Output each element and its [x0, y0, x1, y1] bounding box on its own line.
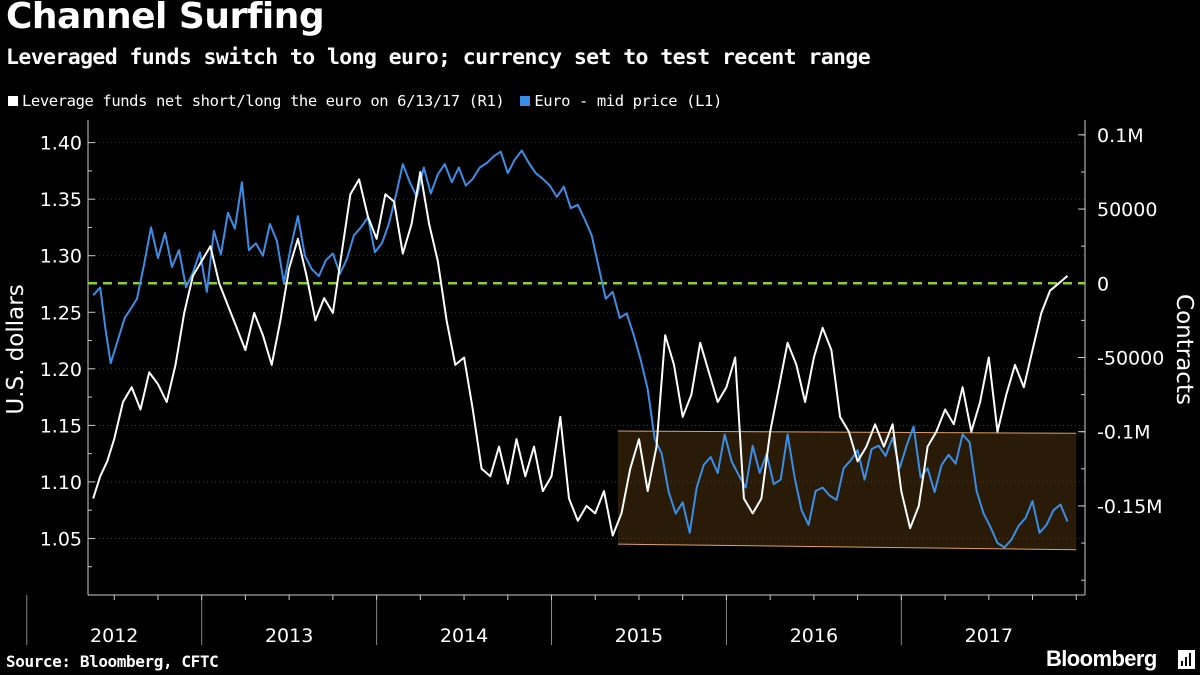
legend-swatch-euro	[520, 96, 531, 106]
right-tick-label: -0.15M	[1097, 496, 1163, 518]
leveraged-funds-line	[92, 171, 1069, 537]
x-tick-label: 2016	[790, 625, 838, 647]
left-tick-label: 1.40	[40, 133, 82, 155]
chart-title: Channel Surfing	[6, 0, 325, 37]
right-tick-label: 0.1M	[1097, 125, 1144, 147]
right-tick-label: -0.1M	[1097, 422, 1150, 444]
x-tick-label: 2012	[90, 625, 138, 647]
x-tick-label: 2015	[615, 625, 663, 647]
legend-label-funds: Leverage funds net short/long the euro o…	[22, 92, 505, 110]
range-channel	[617, 431, 1077, 550]
channel-bottom-edge	[617, 543, 1077, 551]
left-axis-title: U.S. dollars	[3, 284, 29, 414]
left-tick-label: 1.30	[40, 246, 82, 268]
x-tick-label: 2014	[440, 625, 488, 647]
brand-logo-text: Bloomberg	[1046, 646, 1157, 671]
x-tick-label: 2013	[265, 625, 313, 647]
channel-top-edge	[617, 430, 1077, 434]
legend-label-euro: Euro - mid price (L1)	[534, 92, 722, 110]
right-axis-title: Contracts	[1171, 294, 1197, 405]
right-tick-label: -50000	[1097, 348, 1164, 370]
right-tick-label: 50000	[1097, 199, 1157, 221]
x-tick-label: 2017	[965, 625, 1013, 647]
legend-item-funds: Leverage funds net short/long the euro o…	[8, 92, 505, 110]
legend-item-euro: Euro - mid price (L1)	[520, 92, 722, 110]
source-note: Source: Bloomberg, CFTC	[6, 652, 219, 671]
right-tick-label: 0	[1097, 273, 1109, 295]
euro-price-line	[92, 149, 1069, 549]
left-tick-label: 1.10	[40, 472, 82, 494]
chart-subtitle: Leveraged funds switch to long euro; cur…	[6, 45, 871, 70]
bloomberg-bars-icon	[1178, 650, 1195, 669]
left-tick-label: 1.15	[40, 415, 82, 437]
legend-swatch-funds	[8, 96, 18, 106]
left-tick-label: 1.20	[40, 359, 82, 381]
legend: Leverage funds net short/long the euro o…	[8, 92, 738, 110]
left-tick-label: 1.05	[40, 528, 82, 550]
left-tick-label: 1.25	[40, 302, 82, 324]
left-tick-label: 1.35	[40, 189, 82, 211]
